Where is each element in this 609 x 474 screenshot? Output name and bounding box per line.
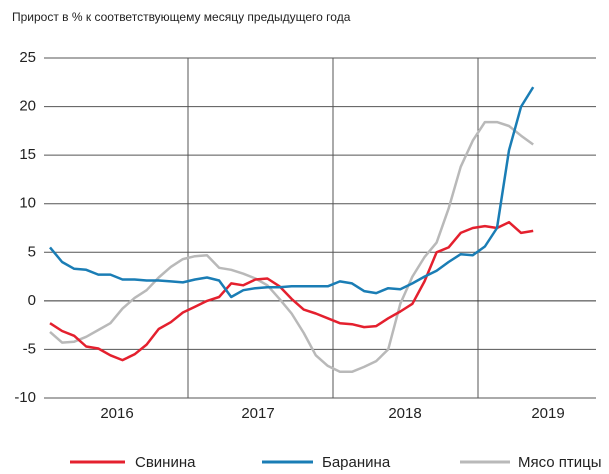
- y-tick-label: 10: [19, 195, 36, 212]
- legend-label: Свинина: [135, 454, 196, 471]
- y-tick-label: -5: [23, 340, 36, 357]
- x-tick-label: 2016: [100, 405, 133, 422]
- x-tick-label: 2017: [241, 405, 274, 422]
- y-tick-label: 20: [19, 98, 36, 115]
- x-tick-label: 2019: [531, 405, 564, 422]
- legend-label: Мясо птицы: [518, 454, 602, 471]
- series-line: [49, 120, 534, 374]
- x-tick-label: 2018: [388, 405, 421, 422]
- y-tick-label: 25: [19, 49, 36, 66]
- chart-title: Прирост в % к соответствующему месяцу пр…: [12, 10, 351, 24]
- series-line: [49, 220, 534, 362]
- y-tick-label: 5: [28, 243, 36, 260]
- y-tick-label: 15: [19, 146, 36, 163]
- series-line: [49, 86, 535, 299]
- legend-label: Баранина: [322, 454, 391, 471]
- y-tick-label: 0: [28, 292, 36, 309]
- y-tick-label: -10: [14, 389, 36, 406]
